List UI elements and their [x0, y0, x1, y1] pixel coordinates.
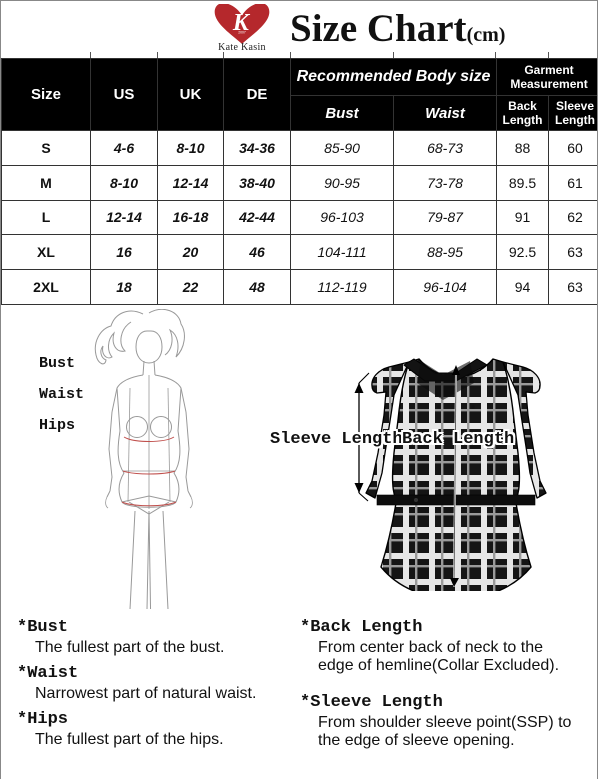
- svg-text:2007: 2007: [238, 31, 246, 35]
